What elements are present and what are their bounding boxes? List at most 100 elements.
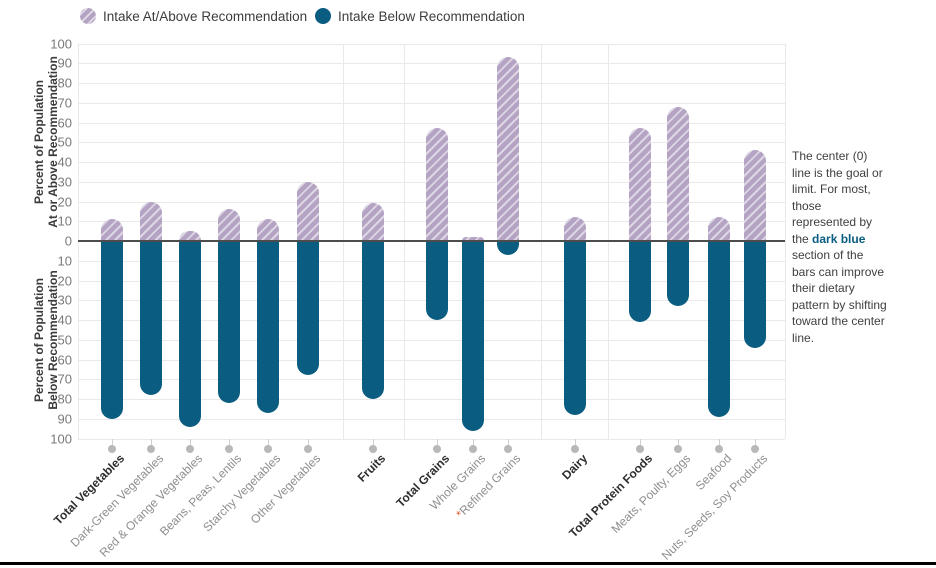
side-note-text-2: section of the bars can improve their di… xyxy=(792,248,887,345)
bar-segment-above[interactable] xyxy=(426,128,448,241)
y-tick-label: 30 xyxy=(57,292,72,308)
bar-segment-above[interactable] xyxy=(257,219,279,241)
bar-segment-above[interactable] xyxy=(744,150,766,241)
bar-segment-above[interactable] xyxy=(667,106,689,241)
legend-label-above: Intake At/Above Recommendation xyxy=(103,8,308,24)
bottom-divider xyxy=(0,562,936,565)
gridline xyxy=(78,102,785,104)
bar-segment-above[interactable] xyxy=(629,128,651,241)
bar-segment-below[interactable] xyxy=(362,241,384,399)
y-tick-label: 40 xyxy=(57,154,72,170)
asterisk-marker: * xyxy=(453,507,467,522)
x-tick-stem xyxy=(373,438,374,445)
bar-segment-below[interactable] xyxy=(297,241,319,376)
x-tick-stem xyxy=(473,438,474,445)
y-tick-label: 60 xyxy=(57,352,72,367)
x-tick-stem xyxy=(755,438,756,445)
bar-segment-above[interactable] xyxy=(708,217,730,241)
x-tick-dot xyxy=(147,444,155,453)
gridline xyxy=(78,63,785,65)
y-tick-label: 40 xyxy=(57,312,72,328)
y-tick-label: 60 xyxy=(57,115,72,130)
x-tick-stem xyxy=(268,438,269,445)
x-tick-dot xyxy=(264,444,272,453)
gridline xyxy=(78,418,785,420)
x-tick-dot xyxy=(715,444,723,453)
x-tick-stem xyxy=(719,438,720,445)
bar-segment-above[interactable] xyxy=(564,217,586,241)
bar-segment-below[interactable] xyxy=(218,241,240,403)
bar-segment-below[interactable] xyxy=(667,241,689,307)
gridline xyxy=(78,339,785,341)
x-tick-dot xyxy=(186,444,194,453)
x-tick-dot xyxy=(504,444,512,453)
y-tick-label: 10 xyxy=(57,213,72,229)
y-tick-label: 20 xyxy=(57,194,72,209)
x-tick-dot xyxy=(571,444,579,453)
x-tick-stem xyxy=(508,438,509,445)
bar-segment-below[interactable] xyxy=(426,241,448,320)
x-tick-dot xyxy=(304,444,312,453)
hatched-circle-icon xyxy=(80,8,96,24)
x-tick-dot xyxy=(369,444,377,453)
bar-segment-above[interactable] xyxy=(362,203,384,241)
x-tick-stem xyxy=(308,438,309,445)
gridline xyxy=(78,83,785,84)
legend-item-below[interactable]: Intake Below Recommendation xyxy=(315,7,525,25)
x-tick-dot xyxy=(433,444,441,453)
bar-segment-below[interactable] xyxy=(462,241,484,431)
x-tick-dot xyxy=(225,444,233,453)
y-tick-label: 50 xyxy=(57,332,72,348)
bar-segment-below[interactable] xyxy=(257,241,279,413)
y-tick-label: 90 xyxy=(57,55,72,71)
bar-segment-below[interactable] xyxy=(629,241,651,322)
y-tick-label: 50 xyxy=(57,134,72,150)
zero-line xyxy=(78,240,785,242)
x-tick-dot xyxy=(751,444,759,453)
gridline xyxy=(78,122,785,124)
bar-segment-below[interactable] xyxy=(564,241,586,415)
x-tick-stem xyxy=(575,438,576,445)
x-tick-stem xyxy=(190,438,191,445)
bar-segment-above[interactable] xyxy=(140,201,162,241)
bar-segment-above[interactable] xyxy=(101,219,123,241)
y-tick-label: 70 xyxy=(57,371,72,387)
y-tick-label: 20 xyxy=(57,273,72,288)
bar-segment-below[interactable] xyxy=(140,241,162,396)
bar-segment-above[interactable] xyxy=(297,181,319,241)
bar-segment-below[interactable] xyxy=(744,241,766,348)
gridline xyxy=(78,379,785,381)
x-tick-dot xyxy=(636,444,644,453)
gridline-vertical xyxy=(785,43,786,439)
y-tick-label: 30 xyxy=(57,174,72,190)
side-note: The center (0) line is the goal or limit… xyxy=(792,148,888,346)
bar-segment-below[interactable] xyxy=(179,241,201,427)
y-tick-label: 100 xyxy=(50,431,72,446)
x-tick-stem xyxy=(112,438,113,445)
bar-segment-above[interactable] xyxy=(497,57,519,241)
legend-item-above[interactable]: Intake At/Above Recommendation xyxy=(80,7,307,25)
bar-segment-below[interactable] xyxy=(497,241,519,255)
bar-segment-above[interactable] xyxy=(218,209,240,241)
solid-circle-icon xyxy=(315,8,331,24)
gridline xyxy=(78,320,785,321)
x-tick-stem xyxy=(437,438,438,445)
side-note-highlight: dark blue xyxy=(812,231,866,246)
x-tick-stem xyxy=(229,438,230,445)
y-tick-label: 90 xyxy=(57,411,72,427)
y-tick-label: 10 xyxy=(57,253,72,269)
x-tick-stem xyxy=(151,438,152,445)
x-tick-stem xyxy=(640,438,641,445)
bar-segment-below[interactable] xyxy=(101,241,123,419)
gridline xyxy=(78,438,785,440)
bar-segment-above[interactable] xyxy=(462,237,484,241)
side-note-text: The center (0) line is the goal or limit… xyxy=(792,149,883,246)
x-tick-stem xyxy=(678,438,679,445)
y-tick-label: 100 xyxy=(50,36,72,51)
bar-segment-above[interactable] xyxy=(179,231,201,241)
gridline xyxy=(78,43,785,45)
y-tick-label: 80 xyxy=(57,391,72,407)
bar-segment-below[interactable] xyxy=(708,241,730,417)
y-tick-label: 0 xyxy=(64,233,72,249)
